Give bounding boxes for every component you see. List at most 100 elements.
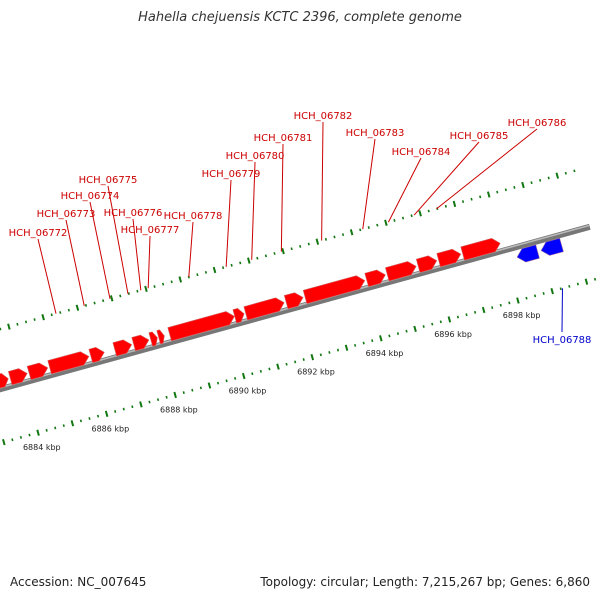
label-leader: [362, 138, 376, 230]
gene-label: HCH_06772: [9, 228, 68, 239]
ruler-tick-bottom: [70, 420, 75, 427]
ruler-tick-bottom: [173, 391, 177, 399]
gene-arrow-shine: [302, 275, 366, 305]
label-leader: [37, 238, 57, 314]
ruler-tick-top: [102, 299, 105, 303]
gene-arrow: [516, 244, 540, 263]
ruler-tick-top: [418, 210, 422, 217]
ruler-tick-bottom: [216, 381, 220, 385]
ruler-tick-bottom: [294, 360, 297, 364]
ruler-tick-top: [547, 176, 550, 180]
gene-label: HCH_06774: [61, 191, 120, 202]
ruler-tick-bottom: [481, 306, 486, 314]
ruler-tick-bottom: [525, 296, 528, 300]
ruler-tick-bottom: [550, 287, 554, 295]
ruler-tick-bottom: [456, 315, 460, 319]
gene-arrow: [8, 368, 28, 386]
label-leader: [321, 121, 324, 241]
gene-arrow: [148, 331, 158, 347]
ruler-tick-top: [452, 200, 457, 208]
scale-label: 6888 kbp: [160, 405, 198, 414]
ruler-tick-bottom: [11, 438, 14, 442]
ruler-tick-bottom: [36, 429, 40, 436]
ruler-tick-top: [136, 289, 139, 293]
ruler-tick-top: [401, 216, 405, 220]
gene-arrow: [47, 351, 90, 375]
scale-label: 6884 kbp: [23, 443, 61, 452]
gene-arrows: [0, 237, 565, 389]
gene-arrow: [416, 255, 438, 273]
gene-arrow: [302, 275, 366, 304]
label-leader: [225, 179, 232, 267]
scale-label: 6894 kbp: [366, 349, 404, 358]
gene-arrow-shine: [283, 292, 304, 310]
ruler-tick-bottom: [19, 435, 23, 439]
gene-arrow: [460, 238, 501, 261]
gene-arrow: [167, 311, 235, 342]
ruler-tick-top: [384, 219, 388, 226]
ruler-tick-bottom: [473, 310, 477, 314]
gene-arrow: [232, 308, 245, 324]
ruler-tick-top: [341, 233, 345, 237]
ruler-tick-bottom: [405, 329, 408, 333]
ruler-tick-bottom: [45, 428, 48, 432]
ruler-tick-bottom: [336, 348, 340, 352]
ruler-tick-top: [504, 188, 507, 192]
gene-arrow: [112, 339, 133, 357]
ruler-tick-bottom: [88, 417, 91, 420]
ruler-tick-top: [127, 292, 130, 296]
ruler-tick-top: [67, 308, 70, 312]
ruler-tick-top: [109, 295, 114, 302]
ruler-tick-top: [513, 185, 516, 189]
ruler-tick-bottom: [396, 332, 400, 335]
label-leader: [65, 219, 85, 306]
gene-label: HCH_06782: [294, 111, 353, 122]
ruler-tick-bottom: [96, 414, 100, 418]
ruler-tick-top: [153, 285, 156, 288]
gene-arrow-shine: [167, 310, 236, 342]
ruler-tick-bottom: [302, 358, 305, 361]
gene-arrow-shine: [460, 237, 501, 261]
ruler-tick-bottom: [422, 325, 425, 328]
ruler-tick-top: [273, 252, 276, 255]
ruler-tick-bottom: [276, 363, 280, 370]
ruler-tick-top: [204, 270, 208, 274]
ruler-tick-top: [7, 323, 11, 330]
scale-labels: 6884 kbp 6886 kbp 6888 kbp 6890 kbp 6892 kbp…: [23, 311, 541, 452]
ruler-tick-top: [461, 200, 465, 203]
gene-arrow-shine: [516, 244, 541, 263]
gene-arrow-shine: [232, 307, 245, 324]
ruler-tick-top: [119, 294, 122, 298]
ruler-tick-top: [307, 242, 310, 246]
gene-label: HCH_06776: [104, 208, 163, 219]
ruler-tick-bottom: [310, 354, 315, 361]
ruler-tick-bottom: [371, 339, 374, 343]
gene-label: HCH_06785: [450, 131, 509, 142]
ruler-tick-bottom: [122, 407, 125, 411]
gene-arrow-shine: [7, 367, 28, 386]
dna-backbone: [0, 223, 591, 393]
label-leader: [388, 157, 422, 223]
ruler-tick-bottom: [328, 351, 331, 354]
ruler-tick-bottom: [225, 379, 228, 383]
ruler-tick-bottom: [114, 410, 117, 413]
ruler-tick-top: [221, 266, 225, 270]
gene-arrow: [284, 292, 304, 310]
ruler-tick-top: [333, 235, 336, 239]
ruler-tick-top: [410, 214, 413, 218]
ruler-tick-top: [521, 181, 525, 189]
ruler-tick-top: [315, 238, 320, 245]
gene-arrow: [156, 329, 165, 345]
ruler-tick-top: [564, 171, 567, 175]
gene-arrow: [364, 269, 386, 287]
ruler-tick-bottom: [568, 284, 571, 288]
ruler-tick-bottom: [165, 395, 168, 399]
ruler-tick-top: [539, 178, 542, 182]
ruler-tick-bottom: [234, 377, 237, 380]
forward-ruler: [0, 169, 576, 331]
gene-arrow: [436, 248, 462, 268]
ruler-tick-top: [486, 191, 491, 198]
ruler-tick-bottom: [413, 325, 417, 333]
gene-arrow-shine: [540, 237, 565, 257]
ruler-tick-bottom: [542, 292, 545, 295]
